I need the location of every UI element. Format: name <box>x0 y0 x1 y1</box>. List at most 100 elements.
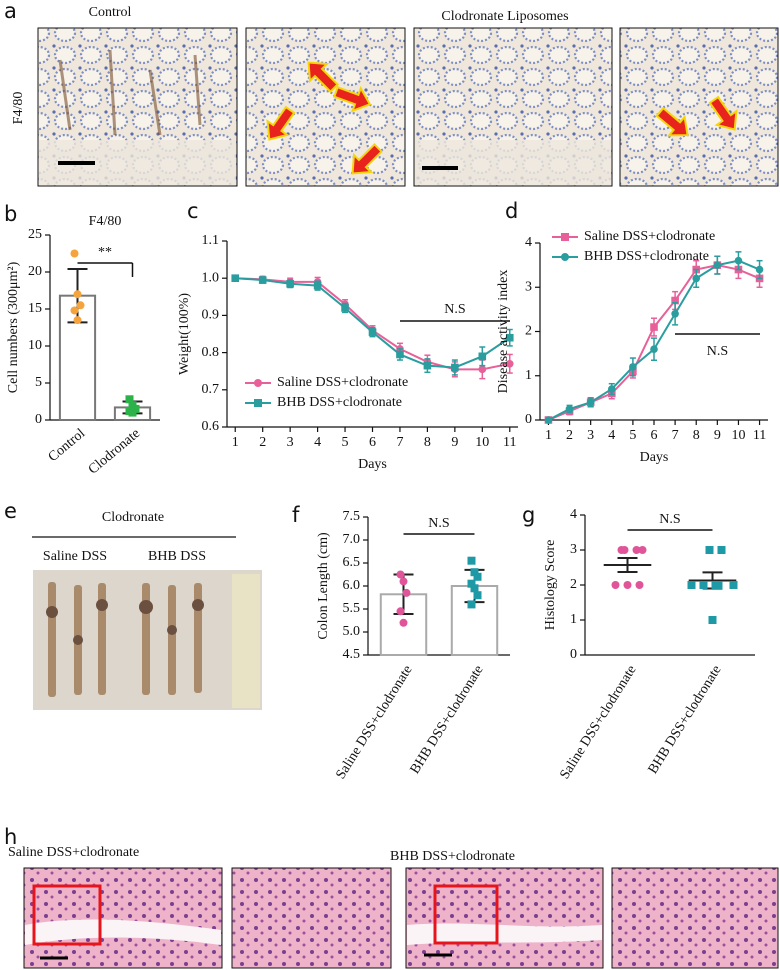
micrographs-a <box>37 27 779 187</box>
x-tick-label: Saline DSS+clodronate <box>333 663 415 782</box>
x-tick-label: 6 <box>369 435 376 450</box>
y-tick-label: 5 <box>35 375 42 390</box>
y-tick-label: 1 <box>525 368 532 383</box>
marker <box>423 361 432 370</box>
y-tick-label: 10 <box>28 338 42 353</box>
legend-label: Saline DSS+clodronate <box>584 229 715 244</box>
marker <box>451 363 459 372</box>
y-tick-label: 2 <box>525 324 532 339</box>
marker <box>734 256 743 265</box>
x-tick-label: 7 <box>396 435 403 450</box>
caption: BHB DSS+clodronate <box>390 849 515 864</box>
marker <box>629 363 637 371</box>
marker <box>73 290 82 299</box>
marker <box>470 568 479 577</box>
y-tick-label: 20 <box>28 264 42 279</box>
legend-label: BHB DSS+clodronate <box>584 249 709 264</box>
x-tick-label: 3 <box>287 435 294 450</box>
x-tick-label: BHB DSS+clodronate <box>646 663 725 777</box>
marker <box>687 581 696 589</box>
x-tick-label: 4 <box>608 428 615 443</box>
y-tick-label: 3 <box>570 542 577 557</box>
panel-label: h <box>4 825 17 849</box>
marker <box>565 405 574 413</box>
x-tick-label: Saline DSS+clodronate <box>557 663 639 782</box>
caption: Saline DSS+clodronate <box>8 845 139 860</box>
colon-photo <box>33 570 262 710</box>
y-tick-label: 4.5 <box>343 647 361 662</box>
x-tick-label: 5 <box>629 428 636 443</box>
panel-label: d <box>505 199 518 223</box>
marker <box>258 276 267 284</box>
y-axis-label: Disease activity index <box>496 270 511 394</box>
micrographs-h <box>23 867 779 969</box>
marker <box>470 584 479 593</box>
x-tick-label: 2 <box>259 435 266 450</box>
y-tick-label: 5.0 <box>343 624 361 639</box>
marker <box>671 296 679 305</box>
marker <box>607 385 616 393</box>
marker <box>73 316 82 325</box>
x-tick-label: 8 <box>424 435 431 450</box>
marker <box>699 581 708 589</box>
x-axis-label: Days <box>358 457 387 472</box>
x-tick-label: 10 <box>475 435 489 450</box>
marker <box>231 274 240 282</box>
annotation: N.S <box>659 512 680 527</box>
marker <box>505 359 514 368</box>
marker <box>313 281 322 290</box>
marker <box>70 249 79 258</box>
panel-label: f <box>292 503 300 527</box>
marker <box>399 577 408 586</box>
y-tick-label: 4 <box>525 235 532 250</box>
y-tick-label: 0.6 <box>202 419 220 434</box>
x-tick-label: 6 <box>651 428 658 443</box>
marker <box>729 581 738 589</box>
marker <box>396 607 405 616</box>
y-tick-label: 1.0 <box>202 270 220 285</box>
x-axis-label: Days <box>640 450 669 465</box>
y-tick-label: 7.0 <box>343 532 361 547</box>
annotation: N.S <box>707 344 728 359</box>
marker <box>128 408 137 417</box>
marker <box>505 333 514 342</box>
marker <box>286 279 294 288</box>
x-tick-label: 10 <box>731 428 745 443</box>
marker <box>396 350 404 359</box>
annotation: ** <box>98 245 112 260</box>
marker <box>478 352 487 361</box>
marker <box>650 345 658 354</box>
x-tick-label: 3 <box>587 428 594 443</box>
x-tick-label: 1 <box>232 435 239 450</box>
x-tick-label: 9 <box>451 435 458 450</box>
marker <box>125 395 134 404</box>
y-tick-label: 0 <box>35 412 42 427</box>
x-tick-label: 11 <box>753 428 766 443</box>
marker <box>561 233 569 241</box>
legend-label: BHB DSS+clodronate <box>277 395 402 410</box>
marker <box>632 546 641 554</box>
marker <box>254 379 262 387</box>
marker <box>713 261 722 269</box>
y-tick-label: 0.8 <box>202 345 220 360</box>
caption: Saline DSS <box>43 549 107 564</box>
legend-label: Saline DSS+clodronate <box>277 375 408 390</box>
marker <box>586 398 595 407</box>
marker <box>671 310 679 318</box>
y-axis-label: Colon Length (cm) <box>316 532 331 640</box>
series-line <box>235 277 511 369</box>
marker <box>70 306 79 315</box>
marker <box>623 581 632 589</box>
marker <box>561 253 569 261</box>
marker <box>473 572 482 581</box>
y-tick-label: 0 <box>525 412 532 427</box>
y-tick-label: 0 <box>570 647 577 662</box>
y-tick-label: 0.7 <box>202 382 220 397</box>
caption: Control <box>89 5 132 20</box>
marker <box>617 546 626 554</box>
marker <box>650 323 658 331</box>
panel-label: c <box>187 199 199 223</box>
y-tick-label: 7.5 <box>343 509 361 524</box>
y-tick-label: 5.5 <box>343 601 361 616</box>
